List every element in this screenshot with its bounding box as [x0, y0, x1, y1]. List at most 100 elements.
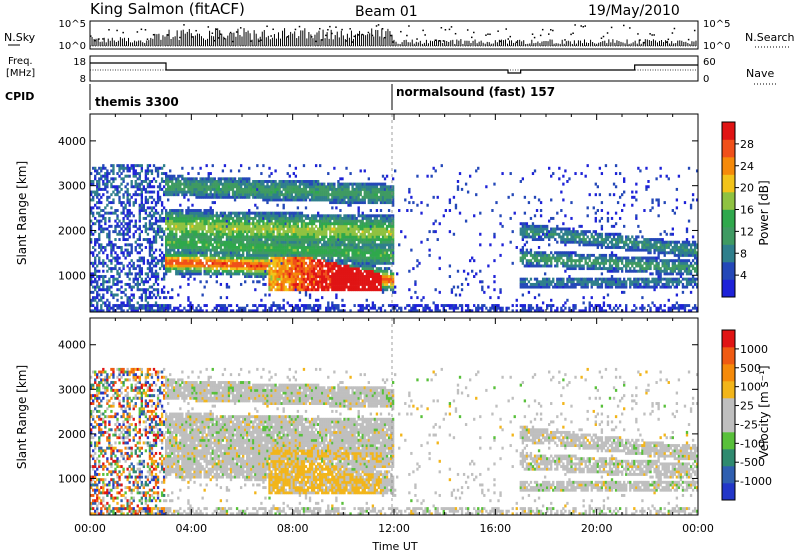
power-cell	[144, 230, 148, 234]
power-cell	[110, 177, 113, 181]
power-cell	[306, 275, 310, 278]
power-cell	[343, 280, 346, 284]
power-cell	[244, 259, 247, 263]
power-cell	[201, 230, 204, 234]
power-cell	[341, 272, 344, 276]
power-cell	[140, 198, 143, 202]
power-cell	[213, 238, 216, 242]
power-cell	[98, 251, 101, 255]
power-cell	[329, 235, 332, 239]
power-cell	[349, 277, 352, 281]
power-cell	[134, 230, 137, 234]
power-cell	[164, 248, 168, 252]
power-cell	[124, 222, 127, 226]
power-cell	[156, 211, 160, 215]
power-cell	[353, 216, 356, 220]
power-cell	[197, 272, 200, 276]
power-cell	[319, 259, 322, 263]
power-cell	[207, 193, 210, 197]
power-cell	[365, 261, 368, 265]
power-cell	[321, 269, 324, 273]
power-cell	[128, 174, 131, 178]
power-cell	[177, 187, 180, 191]
power-cell	[169, 190, 172, 194]
power-cell	[118, 261, 121, 265]
power-cell	[201, 219, 204, 223]
nsky-point	[442, 40, 445, 42]
nsky-point	[572, 32, 574, 35]
power-cell	[197, 269, 200, 273]
power-cell	[173, 259, 176, 263]
power-cell	[294, 243, 298, 247]
power-cell	[98, 256, 101, 260]
power-cell	[195, 230, 198, 234]
power-cell	[195, 248, 198, 252]
power-cell	[167, 227, 170, 231]
nsky-point	[497, 30, 499, 32]
power-cell	[349, 232, 352, 236]
power-cell	[124, 288, 127, 292]
power-cell	[343, 285, 346, 289]
power-cell	[256, 253, 259, 257]
power-cell	[181, 230, 184, 234]
power-cell	[357, 235, 360, 239]
power-cell	[138, 209, 141, 212]
power-cell	[179, 187, 182, 191]
power-cell	[310, 180, 314, 183]
power-cell	[290, 180, 293, 183]
power-cell	[306, 240, 310, 244]
power-cell	[264, 246, 267, 249]
power-cell	[349, 172, 352, 176]
power-cell	[116, 282, 119, 286]
power-cell	[112, 309, 115, 313]
power-cell	[179, 211, 182, 215]
power-cell	[252, 267, 255, 271]
power-cell	[175, 238, 178, 242]
power-cell	[319, 269, 322, 273]
power-cell	[260, 259, 263, 263]
power-cell	[304, 198, 308, 202]
power-cell	[122, 232, 125, 236]
power-cell	[213, 246, 216, 249]
power-cell	[195, 222, 198, 226]
power-cell	[185, 309, 188, 313]
power-cell	[244, 214, 247, 218]
power-cell	[343, 304, 346, 308]
power-cell	[270, 187, 273, 191]
power-cell	[118, 267, 121, 271]
power-cell	[357, 285, 360, 289]
power-cell	[365, 269, 368, 273]
power-cell	[329, 306, 332, 310]
power-cell	[203, 190, 206, 194]
power-cell	[150, 224, 154, 228]
power-cell	[246, 182, 249, 186]
power-cell	[102, 214, 105, 218]
power-cell	[252, 232, 255, 236]
power-cell	[90, 227, 93, 231]
power-cell	[152, 230, 156, 234]
power-cell	[221, 264, 225, 268]
power-cell	[213, 253, 216, 257]
power-cell	[335, 216, 338, 220]
power-cell	[114, 230, 117, 234]
power-cell	[292, 187, 295, 191]
power-cell	[156, 224, 160, 228]
power-cell	[118, 256, 121, 260]
power-cell	[229, 177, 233, 181]
power-cell	[274, 169, 277, 173]
power-cell	[339, 185, 342, 189]
power-cell	[256, 222, 259, 226]
power-cell	[308, 193, 312, 197]
power-cell	[187, 240, 190, 244]
power-cell	[258, 246, 261, 249]
power-cell	[148, 277, 152, 281]
power-cell	[351, 248, 354, 252]
power-cell	[110, 261, 113, 265]
power-cell	[345, 243, 348, 247]
power-cell	[154, 240, 158, 244]
power-cell	[310, 182, 314, 186]
nsky-point	[629, 27, 631, 29]
power-cell	[237, 214, 241, 218]
power-cell	[164, 240, 168, 244]
power-cell	[217, 195, 221, 199]
